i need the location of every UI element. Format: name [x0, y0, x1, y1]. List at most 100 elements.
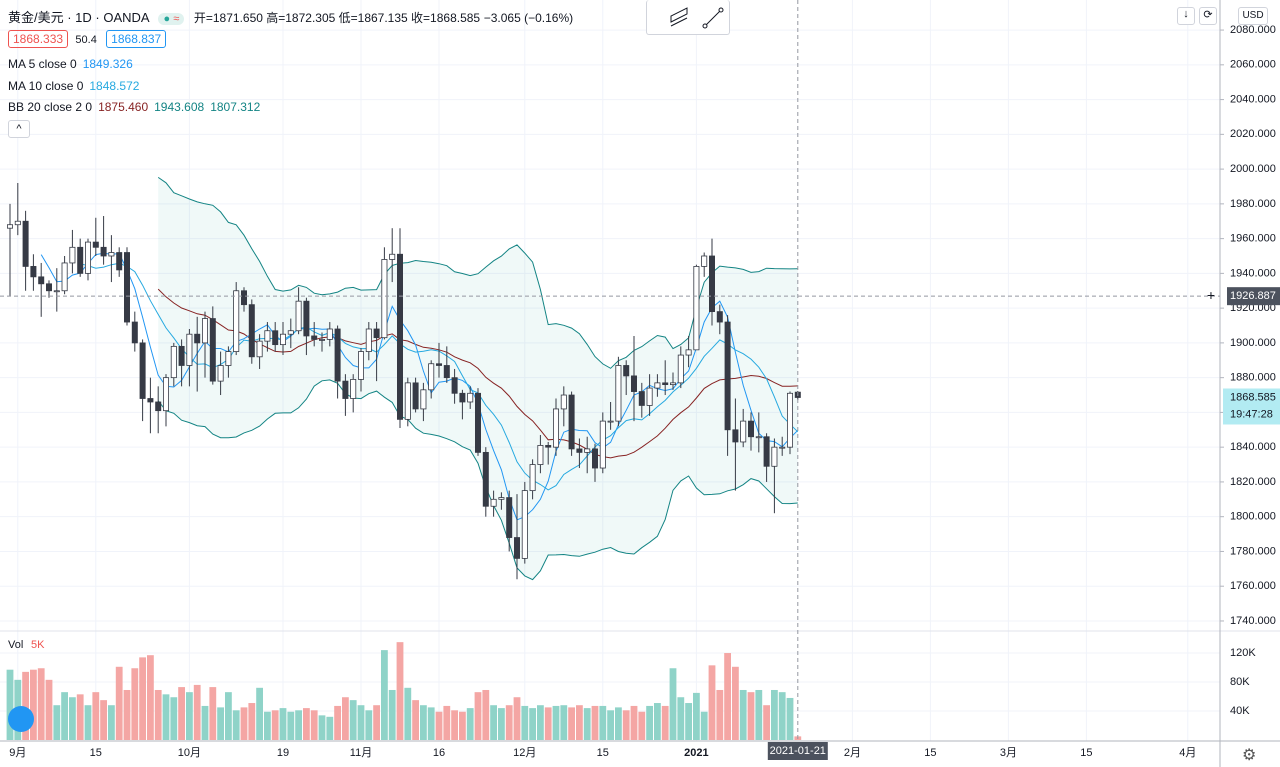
candle-body — [38, 276, 45, 285]
candle-body — [607, 420, 614, 423]
volume-bar — [45, 679, 53, 740]
volume-bar — [466, 708, 474, 740]
y-tick-label: 1960.000 — [1230, 233, 1276, 245]
volume-bar — [763, 705, 770, 740]
candle-body — [404, 382, 411, 420]
candle-body — [139, 342, 146, 399]
volume-bar — [69, 697, 76, 740]
volume-bar — [310, 710, 318, 740]
volume-bar — [373, 705, 380, 740]
volume-bar — [123, 689, 131, 740]
collapse-button[interactable]: ^ — [8, 120, 30, 138]
volume-bar — [61, 692, 68, 740]
ask[interactable]: 1868.837 — [106, 30, 167, 48]
crosshair-price-label: 1926.887 — [1230, 290, 1276, 302]
volume-bar — [295, 710, 302, 740]
x-tick-label: 16 — [433, 747, 445, 759]
indicator-value: 1849.326 — [82, 57, 133, 71]
candle-body — [373, 328, 380, 339]
candle-body — [178, 345, 185, 366]
candle-body — [584, 448, 591, 453]
candle-body — [318, 339, 325, 341]
candle-body — [599, 420, 606, 469]
volume-bar — [37, 668, 45, 740]
volume-bar — [544, 707, 552, 740]
volume-bar — [552, 705, 560, 740]
crosshair-price-box — [1227, 287, 1280, 306]
candle-body — [248, 304, 255, 358]
x-tick-label: 2月 — [844, 747, 861, 759]
candle-body — [654, 382, 661, 389]
y-tick-label: 1740.000 — [1230, 615, 1276, 627]
volume-bar — [638, 711, 646, 740]
volume-bar — [412, 700, 419, 740]
volume-bar — [521, 705, 529, 740]
candle-body — [709, 255, 716, 313]
candle-body — [30, 266, 37, 278]
x-tick-label: 15 — [597, 747, 609, 759]
volume-bar — [209, 687, 217, 740]
volume-bar — [677, 697, 685, 740]
last-price-box — [1223, 388, 1280, 425]
volume-bar — [700, 711, 708, 740]
logo[interactable] — [8, 706, 34, 732]
quote-row: 1868.333 50.4 1868.837 — [8, 30, 170, 48]
volume-bar — [365, 710, 373, 740]
toolbar-icons[interactable] — [647, 0, 729, 34]
volume-bar — [482, 689, 490, 740]
candle-body — [240, 290, 247, 306]
indicator-label: MA 5 close 0 — [8, 57, 77, 71]
indicator-legend: MA 10 close 0 1848.572 — [8, 79, 145, 93]
candle-body — [209, 318, 216, 382]
candle-body — [420, 389, 427, 410]
volume-bar — [560, 705, 568, 740]
crosshair-date-label: 2021-01-21 — [770, 745, 826, 757]
settings[interactable]: ⚙ — [1242, 747, 1257, 764]
crosshair-date-box — [767, 742, 828, 760]
candle-body — [498, 497, 505, 500]
volume-bar — [147, 655, 154, 740]
candle-body — [670, 382, 677, 386]
y-tick-label: 1900.000 — [1230, 337, 1276, 349]
candle-body — [350, 378, 357, 399]
candle-body — [264, 330, 271, 342]
crosshair-plus: + — [1207, 287, 1215, 303]
volume-bar — [225, 692, 232, 740]
volume-bar — [349, 700, 357, 740]
bid[interactable]: 1868.333 — [8, 30, 69, 48]
volume-bar — [529, 708, 536, 740]
volume-bar — [76, 694, 84, 740]
volume-bar — [100, 700, 107, 740]
candle-body — [357, 351, 364, 380]
currency[interactable]: USD — [1238, 7, 1268, 25]
volume-bar — [287, 711, 295, 740]
x-tick-label: 19 — [277, 747, 289, 759]
x-tick-label: 9月 — [9, 747, 26, 759]
candle-body — [693, 266, 700, 351]
volume-bar — [201, 705, 209, 740]
scroll-button[interactable]: ↓ — [1177, 7, 1195, 25]
x-tick-label: 3月 — [1000, 747, 1017, 759]
y-tick-label: 1840.000 — [1230, 441, 1276, 453]
candle-body — [529, 464, 536, 492]
candle-body — [61, 262, 68, 292]
volume-bar — [755, 689, 763, 740]
candle-body — [7, 224, 13, 229]
volume-bar — [170, 697, 178, 740]
y-tick-label: 1800.000 — [1230, 511, 1276, 523]
candle-body — [755, 436, 762, 439]
bollinger-lower — [157, 379, 798, 581]
market-status[interactable]: ● ≈ — [158, 13, 185, 25]
candle-body — [443, 365, 450, 379]
volume-bar — [498, 708, 505, 740]
candle-body — [763, 436, 770, 467]
volume-bar — [264, 711, 271, 740]
reset-button[interactable]: ⟳ — [1199, 7, 1217, 25]
volume-bar — [615, 707, 622, 740]
volume-bar — [381, 650, 388, 740]
candle-body — [662, 382, 669, 386]
candle-body — [381, 259, 388, 339]
y-tick-label: 1940.000 — [1230, 267, 1276, 279]
candle-body — [545, 445, 552, 448]
